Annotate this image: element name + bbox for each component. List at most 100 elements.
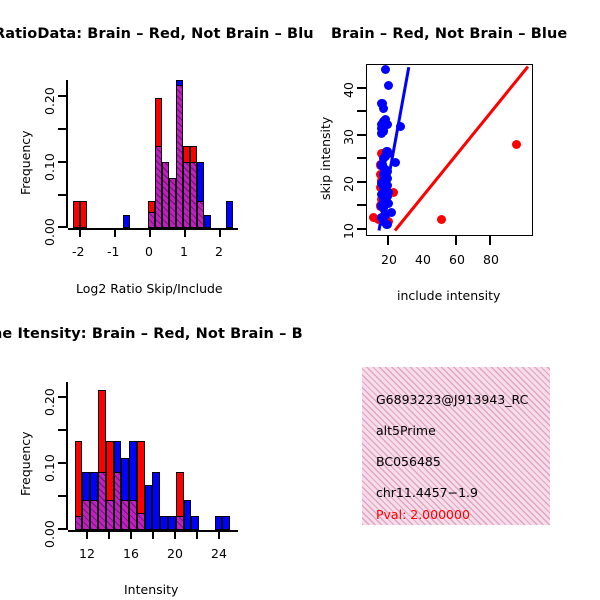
panel3-x-tick-16 [130, 530, 133, 539]
panel3-bar-1-overlap [82, 500, 91, 530]
panel1-y-axis [66, 80, 69, 228]
panel2-plot-area [366, 64, 533, 236]
panel3-y-tick-005 [58, 495, 67, 498]
panel3-x-tick-12 [86, 530, 89, 539]
panel1-x-tick-1 [184, 228, 187, 237]
panel2-point-blue-15 [378, 153, 389, 163]
panel1-x-tick--1 [114, 228, 117, 237]
panel2-xtick-label-80: 80 [483, 252, 499, 267]
panel3-bar-17-blue [222, 515, 231, 530]
panel-intensity-scatter: Brain – Red, Not Brain – Blue skip inten… [300, 0, 600, 310]
panel1-bar-6-overlap [168, 178, 177, 228]
panel2-y-tick-30 [357, 134, 366, 137]
panel2-brain-fit [394, 65, 530, 232]
gene-info-box: G6893223@J913943_RC alt5Prime BC056485 c… [362, 367, 550, 525]
panel2-point-blue-0 [380, 65, 390, 75]
panel1-bar-4-overlap [154, 146, 162, 228]
panel1-bar-5-overlap [161, 161, 169, 228]
panel3-bar-13-overlap [175, 515, 184, 530]
panel3-x-tick-18 [152, 530, 155, 539]
panel2-point-red-1 [437, 215, 447, 225]
panel2-ytick-label-30: 30 [341, 129, 356, 145]
panel2-y-tick-25 [357, 157, 366, 160]
panel3-xtick-label-20: 20 [167, 546, 183, 561]
panel1-bar-8-overlap [183, 161, 191, 228]
panel3-bar-7-overlap [129, 500, 137, 530]
panel3-ytick-label-000: 0.00 [42, 520, 57, 548]
panel2-point-blue-16 [390, 158, 400, 168]
info-probe-id: G6893223@J913943_RC [376, 392, 529, 407]
panel1-ytick-label-020: 0.20 [42, 87, 57, 115]
panel1-y-tick-010 [58, 161, 67, 164]
panel1-bar-2-blue [122, 214, 130, 228]
panel2-ylabel: skip intensity [318, 116, 333, 200]
panel3-ytick-label-020: 0.20 [42, 388, 57, 416]
panel1-bar-12-blue [225, 200, 233, 228]
panel2-ytick-label-40: 40 [341, 82, 356, 98]
panel1-x-tick-2 [219, 228, 222, 237]
panel3-bar-11-blue [160, 515, 168, 530]
panel2-x-tick-20 [387, 236, 390, 245]
info-accession: BC056485 [376, 454, 441, 469]
panel1-xtick-label-2: 2 [215, 244, 223, 259]
panel2-point-blue-7 [382, 119, 392, 129]
panel1-ytick-label-000: 0.00 [42, 218, 57, 246]
panel1-bar-9-overlap [190, 161, 198, 228]
panel3-y-tick-010 [58, 462, 67, 465]
panel3-bar-2-overlap [90, 500, 98, 530]
panel3-x-tick-22 [196, 530, 199, 539]
panel3-y-axis [66, 382, 69, 530]
panel2-ytick-label-10: 10 [341, 223, 356, 239]
panel3-x-tick-20 [174, 530, 177, 539]
panel1-bars [68, 80, 238, 228]
panel1-bar-3-overlap [147, 212, 155, 228]
info-event-type: alt5Prime [376, 423, 436, 438]
panel1-x-axis [68, 228, 238, 231]
panel1-bar-11-blue [204, 214, 212, 228]
panel2-point-red-10 [369, 212, 379, 222]
panel1-y-tick-020 [58, 95, 67, 98]
panel1-xtick-label--2: -2 [72, 244, 85, 259]
info-locus: chr11.4457−1.9 [376, 485, 478, 500]
panel3-xtick-label-16: 16 [123, 546, 139, 561]
panel1-y-tick-015 [58, 128, 67, 131]
panel1-y-tick-000 [58, 226, 67, 229]
panel1-bar-10-overlap [197, 200, 205, 228]
panel1-bar-0-red [73, 200, 81, 228]
panel2-y-tick-20 [357, 181, 366, 184]
panel2-xtick-label-60: 60 [449, 252, 465, 267]
panel2-point-blue-1 [383, 80, 394, 91]
panel3-bar-15-blue [191, 515, 200, 530]
panel2-x-tick-80 [489, 236, 492, 245]
panel3-y-tick-020 [58, 396, 67, 399]
panel2-y-tick-40 [357, 87, 366, 90]
panel1-title: RatioData: Brain – Red, Not Brain – Blu [0, 26, 314, 42]
panel1-xtick-label--1: -1 [107, 244, 120, 259]
panel3-bar-16-blue [214, 515, 223, 530]
panel2-xtick-label-40: 40 [415, 252, 431, 267]
panel3-x-tick-14 [108, 530, 111, 539]
panel3-bar-8-overlap [136, 512, 145, 530]
panel2-point-red-2 [388, 187, 399, 197]
panel1-ylabel: Frequency [18, 130, 33, 195]
panel2-point-blue-8 [395, 121, 405, 131]
panel3-bar-3-overlap [98, 472, 106, 530]
panel3-xtick-label-24: 24 [211, 546, 227, 561]
panel2-y-tick-15 [357, 204, 366, 207]
panel2-point-blue-3 [378, 103, 389, 113]
panel1-bar-1-red [80, 200, 88, 228]
panel1-x-tick-0 [149, 228, 152, 237]
panel1-bar-7-overlap [176, 85, 184, 228]
panel3-y-tick-000 [58, 528, 67, 531]
panel3-bar-6-overlap [121, 500, 130, 530]
panel2-title: Brain – Red, Not Brain – Blue [331, 26, 568, 42]
panel3-bar-9-blue [144, 485, 153, 530]
panel2-xlabel: include intensity [397, 288, 501, 303]
panel2-y-tick-10 [357, 228, 366, 231]
panel2-point-blue-42 [382, 219, 392, 229]
panel2-point-blue-35 [383, 199, 394, 209]
panel3-x-tick-24 [218, 530, 221, 539]
panel2-point-blue-37 [378, 203, 389, 213]
panel-gene-intensity-histogram: ne Itensity: Brain – Red, Not Brain – B … [0, 310, 303, 600]
panel3-bar-14-blue [183, 500, 192, 530]
